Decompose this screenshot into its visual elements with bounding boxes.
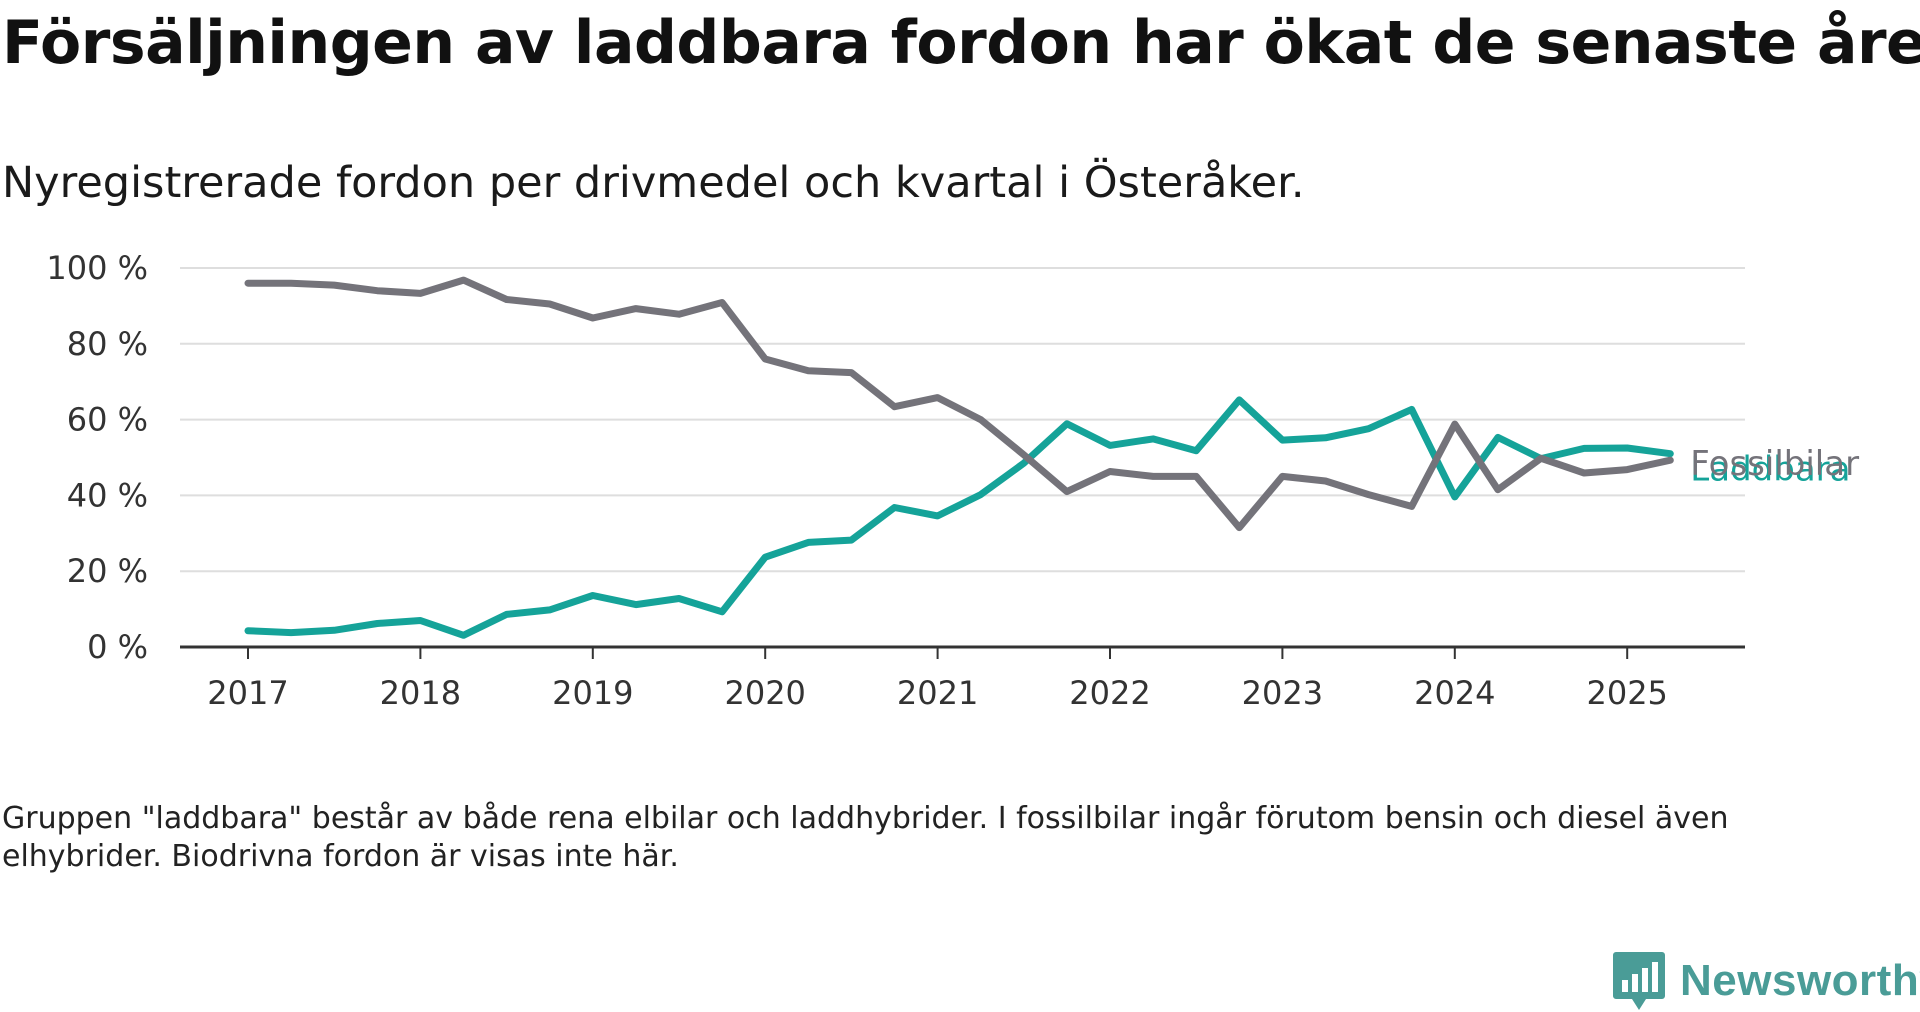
- y-tick-label: 80 %: [67, 325, 148, 363]
- x-tick-label: 2019: [552, 674, 633, 712]
- y-tick-label: 40 %: [67, 476, 148, 514]
- y-tick-label: 60 %: [67, 401, 148, 439]
- chart-title: Försäljningen av laddbara fordon har öka…: [2, 8, 1920, 78]
- series-line-laddbara: [244, 396, 1674, 639]
- x-tick-label: 2025: [1586, 674, 1667, 712]
- y-tick-label: 100 %: [46, 249, 148, 287]
- x-tick-label: 2024: [1414, 674, 1495, 712]
- brand-logo: Newsworthy: [1612, 950, 1920, 1012]
- series-line-fossilbilar: [244, 276, 1674, 532]
- x-tick-label: 2017: [207, 674, 288, 712]
- x-tick-label: 2018: [380, 674, 461, 712]
- chart-subtitle: Nyregistrerade fordon per drivmedel och …: [2, 158, 1305, 208]
- x-tick-label: 2022: [1069, 674, 1150, 712]
- x-tick-label: 2023: [1242, 674, 1323, 712]
- series-label-fossilbilar: Fossilbilar: [1690, 444, 1859, 484]
- brand-name: Newsworthy: [1680, 956, 1920, 1005]
- y-tick-label: 0 %: [87, 628, 148, 666]
- y-tick-label: 20 %: [67, 552, 148, 590]
- bar-chart-speech-bubble-icon: [1613, 952, 1665, 1010]
- line-chart: 0 % 20 % 40 % 60 % 80 % 100 % 2017 2018 2019 2020…: [46, 249, 1859, 712]
- footnote: Gruppen "laddbara" består av både rena e…: [2, 801, 1729, 874]
- x-tick-label: 2020: [724, 674, 805, 712]
- x-tick-label: 2021: [897, 674, 978, 712]
- series-label-laddbara: Laddbara: [1690, 450, 1850, 490]
